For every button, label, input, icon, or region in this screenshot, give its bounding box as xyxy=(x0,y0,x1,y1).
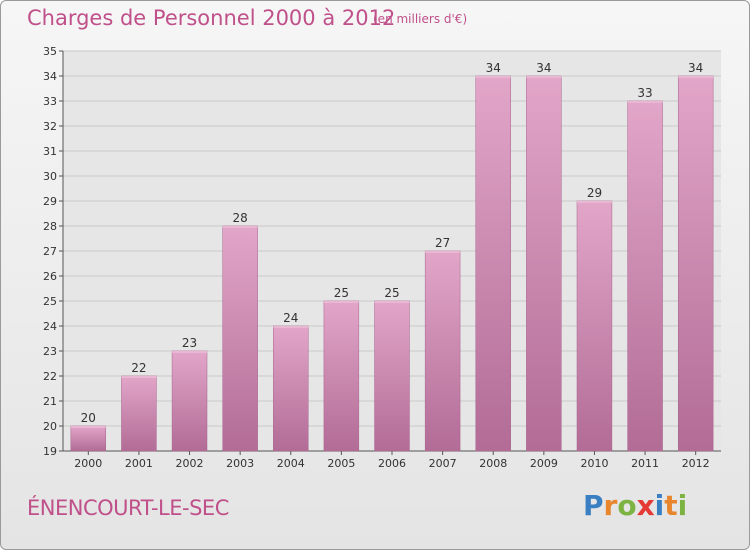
bar-top xyxy=(273,326,309,328)
y-tick-label: 28 xyxy=(43,220,57,233)
bar xyxy=(222,225,258,452)
logo-letter: i xyxy=(654,489,665,522)
bar xyxy=(424,250,461,452)
bar-top xyxy=(526,76,562,78)
bar-top xyxy=(323,301,359,303)
data-label: 25 xyxy=(384,286,399,300)
bar xyxy=(374,300,410,452)
data-label: 28 xyxy=(233,211,248,225)
x-tick-label: 2008 xyxy=(479,457,507,470)
y-tick-label: 22 xyxy=(43,370,57,383)
data-label: 23 xyxy=(182,336,197,350)
bar xyxy=(475,75,511,452)
bar-top xyxy=(70,426,106,428)
y-tick-label: 20 xyxy=(43,420,57,433)
bar xyxy=(677,75,714,452)
y-tick-label: 32 xyxy=(43,120,57,133)
data-label: 34 xyxy=(486,61,501,75)
x-tick-label: 2009 xyxy=(530,457,558,470)
x-tick-label: 2000 xyxy=(74,457,102,470)
bar xyxy=(121,375,157,452)
y-tick-label: 29 xyxy=(43,195,57,208)
bar xyxy=(576,200,613,452)
x-tick-label: 2001 xyxy=(125,457,153,470)
data-label: 20 xyxy=(81,411,96,425)
bar xyxy=(627,100,663,452)
data-label: 25 xyxy=(334,286,349,300)
bar-top xyxy=(678,76,714,78)
y-tick-label: 21 xyxy=(43,395,57,408)
x-tick-label: 2012 xyxy=(682,457,710,470)
logo-letter: P xyxy=(583,489,604,522)
chart-title: Charges de Personnel 2000 à 2012 xyxy=(27,6,396,30)
logo-letter: o xyxy=(617,489,637,522)
y-tick-label: 23 xyxy=(43,345,57,358)
commune-name: ÉNENCOURT-LE-SEC xyxy=(27,496,229,520)
logo-letter: i xyxy=(677,489,688,522)
proxiti-logo: Proxiti xyxy=(583,489,687,522)
data-label: 29 xyxy=(587,186,602,200)
bar xyxy=(273,325,309,452)
bar-top xyxy=(222,226,258,228)
bar-top xyxy=(425,251,461,253)
logo-letter: x xyxy=(636,489,655,522)
x-tick-label: 2002 xyxy=(176,457,204,470)
y-tick-label: 19 xyxy=(43,445,57,458)
bar-top xyxy=(121,376,157,378)
bar-top xyxy=(172,351,208,353)
data-label: 22 xyxy=(131,361,146,375)
x-tick-label: 2007 xyxy=(429,457,457,470)
y-tick-label: 30 xyxy=(43,170,57,183)
chart-subtitle: (en milliers d'€) xyxy=(373,12,468,26)
data-label: 34 xyxy=(536,61,551,75)
bar xyxy=(526,75,562,452)
y-tick-label: 26 xyxy=(43,270,57,283)
data-label: 34 xyxy=(688,61,703,75)
x-tick-label: 2003 xyxy=(226,457,254,470)
bars xyxy=(70,75,714,452)
logo-letter: t xyxy=(664,489,678,522)
bar-top xyxy=(475,76,511,78)
bar-top xyxy=(576,201,612,203)
y-tick-label: 33 xyxy=(43,95,57,108)
labels: 20 2000 22 2001 23 2002 28 2003 24 2004 25 2005 25 20… xyxy=(74,61,709,470)
y-tick-label: 24 xyxy=(43,320,57,333)
y-tick-label: 25 xyxy=(43,295,57,308)
y-tick-label: 31 xyxy=(43,145,57,158)
x-tick-label: 2004 xyxy=(277,457,305,470)
data-label: 27 xyxy=(435,236,450,250)
y-tick-label: 35 xyxy=(43,45,57,58)
y-tick-label: 27 xyxy=(43,245,57,258)
x-tick-label: 2005 xyxy=(327,457,355,470)
x-tick-label: 2010 xyxy=(580,457,608,470)
data-label: 33 xyxy=(637,86,652,100)
bar xyxy=(323,300,360,452)
data-label: 24 xyxy=(283,311,298,325)
y-tick-label: 34 xyxy=(43,70,57,83)
bar-top xyxy=(627,101,663,103)
bar xyxy=(171,350,208,452)
bar-top xyxy=(374,301,410,303)
bar xyxy=(70,425,107,452)
logo-letter: r xyxy=(603,489,618,522)
x-tick-label: 2006 xyxy=(378,457,406,470)
x-tick-label: 2011 xyxy=(631,457,659,470)
